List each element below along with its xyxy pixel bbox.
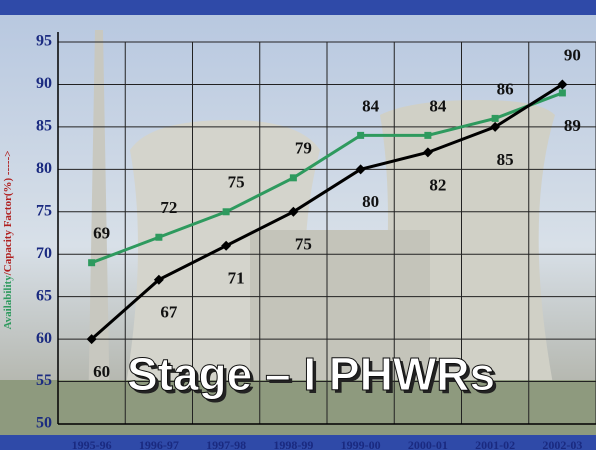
data-label: 85 — [497, 150, 514, 169]
y-axis-label-part: /Capacity Factor(%) -----> — [2, 151, 14, 277]
marker — [422, 147, 433, 158]
series-line — [91, 91, 563, 265]
marker — [557, 79, 568, 90]
marker — [289, 174, 297, 182]
data-label: 84 — [429, 96, 447, 115]
x-tick-label: 1997-98 — [206, 438, 246, 450]
chimney — [88, 30, 110, 420]
marker — [357, 131, 365, 139]
y-tick-label: 60 — [36, 330, 52, 347]
y-tick-label: 90 — [36, 75, 52, 92]
y-tick-label: 70 — [36, 245, 52, 262]
marker — [153, 274, 164, 285]
marker — [86, 334, 97, 345]
y-axis-label-part: Availability — [2, 275, 14, 330]
y-tick-label: 75 — [36, 202, 52, 219]
chart-title: Stage – I PHWRs — [127, 348, 495, 400]
marker — [490, 121, 501, 132]
x-tick-label: 1996-97 — [139, 438, 179, 450]
data-label: 67 — [160, 303, 178, 322]
data-label: 69 — [93, 224, 110, 243]
data-label: 60 — [93, 362, 110, 381]
data-label: 84 — [362, 96, 380, 115]
data-label: 80 — [362, 192, 379, 211]
data-label: 75 — [228, 173, 245, 192]
y-tick-label: 95 — [36, 33, 52, 50]
marker — [88, 259, 96, 267]
y-tick-label: 85 — [36, 118, 52, 135]
y-tick-label: 50 — [36, 415, 52, 432]
ground — [0, 380, 596, 435]
data-label: 82 — [429, 175, 446, 194]
data-label: 71 — [228, 269, 245, 288]
marker — [221, 240, 232, 251]
x-tick-label: 1995-96 — [72, 438, 112, 450]
marker — [355, 164, 366, 175]
marker — [222, 208, 230, 216]
y-tick-label: 65 — [36, 287, 52, 304]
data-label: 86 — [497, 79, 514, 98]
data-label: 79 — [295, 139, 312, 158]
x-tick-label: 2001-02 — [475, 438, 515, 450]
data-label: 89 — [564, 116, 581, 135]
marker — [288, 206, 299, 217]
x-tick-label: 1998-99 — [273, 438, 313, 450]
marker — [558, 89, 566, 97]
x-tick-label: 2002-03 — [542, 438, 582, 450]
chart-title-shadow: Stage – I PHWRs — [130, 351, 498, 403]
y-tick-label: 55 — [36, 372, 52, 389]
x-tick-label: 2000-01 — [408, 438, 448, 450]
marker — [155, 233, 163, 241]
y-axis-label: Availability/Capacity Factor(%) -----> — [2, 151, 14, 330]
data-label: 75 — [295, 235, 312, 254]
y-tick-label: 80 — [36, 160, 52, 177]
data-label: 72 — [160, 198, 177, 217]
series-line — [90, 83, 564, 341]
x-tick-label: 1999-00 — [341, 438, 381, 450]
data-label: 90 — [564, 45, 581, 64]
marker — [491, 114, 499, 122]
marker — [424, 131, 432, 139]
